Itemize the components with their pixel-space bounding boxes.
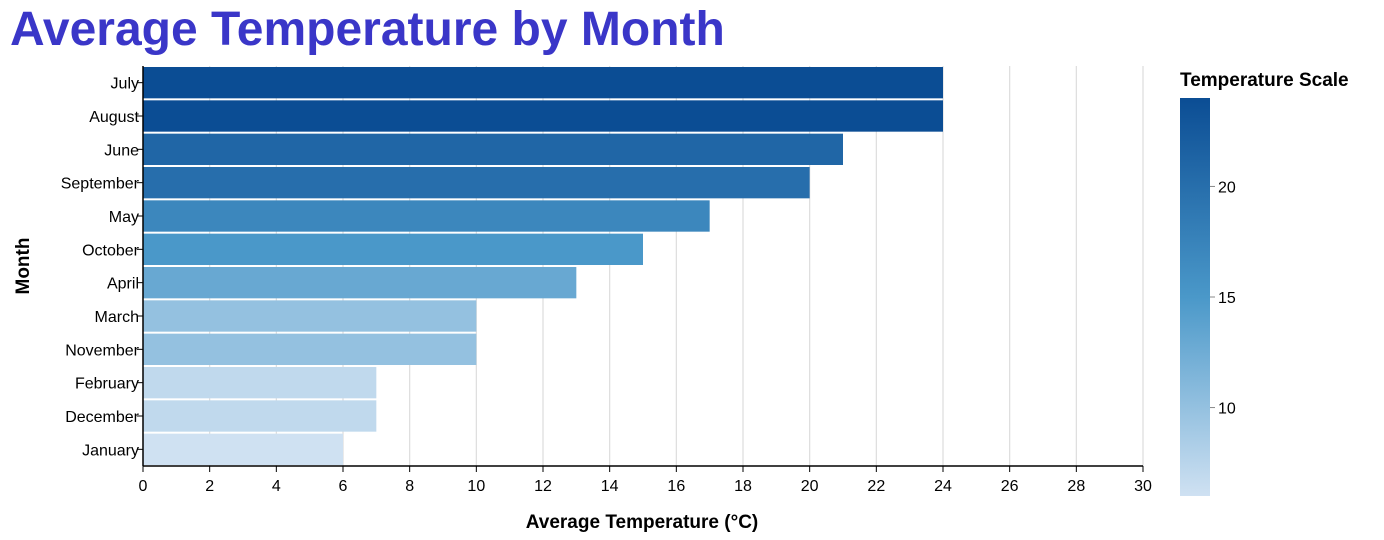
bar (143, 267, 577, 299)
x-tick-label: 0 (139, 478, 148, 495)
x-tick-label: 26 (1001, 478, 1019, 495)
bar (143, 133, 843, 165)
y-tick-label: April (107, 276, 139, 293)
x-tick-label: 28 (1067, 478, 1085, 495)
x-axis: 0 2 4 6 8 10 12 14 16 18 20 22 24 26 28 30 (139, 465, 1152, 495)
bar (143, 67, 943, 99)
y-tick-label: November (65, 342, 139, 359)
bar (143, 433, 343, 465)
x-tick-label: 2 (205, 478, 214, 495)
legend-tick-label: 10 (1218, 401, 1236, 418)
legend-title: Temperature Scale (1180, 70, 1349, 91)
legend-ticks: 10 15 20 (1210, 179, 1236, 418)
y-axis-title: Month (13, 238, 34, 295)
bar (143, 100, 943, 132)
x-tick-label: 18 (734, 478, 752, 495)
y-tick-label: October (82, 242, 140, 259)
y-tick-label: September (61, 176, 140, 193)
legend-color-ramp (1180, 98, 1210, 496)
x-tick-label: 10 (467, 478, 485, 495)
bars (143, 67, 943, 465)
x-tick-label: 22 (867, 478, 885, 495)
x-tick-label: 16 (667, 478, 685, 495)
chart-title: Average Temperature by Month (10, 3, 725, 56)
gridlines (209, 66, 1144, 466)
y-tick-label: August (89, 109, 139, 126)
bar (143, 200, 710, 232)
y-tick-label: May (109, 209, 139, 226)
y-tick-label: December (65, 409, 139, 426)
x-tick-label: 24 (934, 478, 952, 495)
y-tick-label: June (104, 142, 139, 159)
y-tick-label: February (75, 376, 139, 393)
legend-tick-label: 15 (1218, 290, 1236, 307)
x-tick-label: 12 (534, 478, 552, 495)
x-tick-label: 6 (339, 478, 348, 495)
bar (143, 233, 643, 265)
bar (143, 367, 377, 399)
x-axis-title: Average Temperature (°C) (526, 512, 759, 533)
bar (143, 300, 477, 332)
y-tick-label: January (82, 442, 139, 459)
y-tick-label: July (111, 76, 139, 93)
x-tick-label: 8 (405, 478, 414, 495)
y-axis: July August June September May October April Ma… (61, 66, 144, 466)
legend-tick-label: 20 (1218, 179, 1236, 196)
x-tick-label: 20 (801, 478, 819, 495)
y-tick-label: March (95, 309, 139, 326)
bar (143, 167, 810, 199)
x-tick-label: 14 (601, 478, 619, 495)
bar (143, 400, 377, 432)
x-tick-label: 30 (1134, 478, 1152, 495)
bar (143, 333, 477, 365)
color-legend: Temperature Scale 10 15 20 (1180, 70, 1349, 496)
x-tick-label: 4 (272, 478, 281, 495)
